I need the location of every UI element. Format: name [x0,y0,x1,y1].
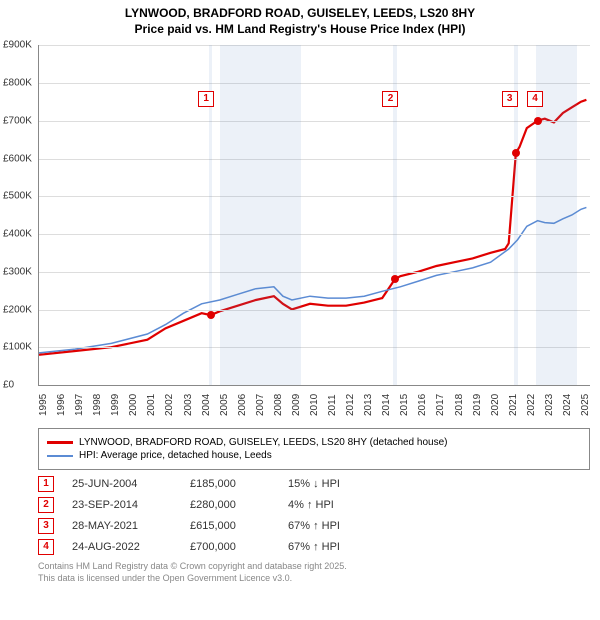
x-axis-labels: 1995 1996 1997 1998 1999 2000 2001 2002 2003 2004… [38,386,600,422]
y-tick-label: £400K [3,229,32,240]
sale-row: 3 28-MAY-2021 £615,000 67% ↑ HPI [38,518,590,534]
x-tick-label: 1999 [110,394,121,416]
legend-swatch [47,441,73,444]
marker-box: 1 [198,91,214,107]
gridline [39,310,590,311]
sales-table: 1 25-JUN-2004 £185,000 15% ↓ HPI 2 23-SEP-201… [38,476,590,555]
gridline [39,121,590,122]
marker-box: 4 [527,91,543,107]
x-tick-label: 2025 [580,394,591,416]
sale-diff: 67% ↑ HPI [288,541,388,553]
marker-dot [207,311,215,319]
y-tick-label: £900K [3,40,32,51]
x-tick-label: 2015 [399,394,410,416]
sale-date: 24-AUG-2022 [72,541,172,553]
x-tick-label: 2012 [345,394,356,416]
gridline [39,196,590,197]
x-tick-label: 2004 [201,394,212,416]
x-tick-label: 2017 [435,394,446,416]
x-tick-label: 2008 [273,394,284,416]
sale-price: £700,000 [190,541,270,553]
sale-diff: 67% ↑ HPI [288,520,388,532]
shade-band [220,45,301,385]
sale-price: £615,000 [190,520,270,532]
marker-dot [534,117,542,125]
y-tick-label: £0 [3,380,14,391]
sale-row: 1 25-JUN-2004 £185,000 15% ↓ HPI [38,476,590,492]
x-tick-label: 2005 [219,394,230,416]
y-tick-label: £600K [3,153,32,164]
legend-row: HPI: Average price, detached house, Leed… [47,450,581,461]
x-tick-label: 2013 [363,394,374,416]
y-tick-label: £500K [3,191,32,202]
x-tick-label: 2016 [417,394,428,416]
x-tick-label: 2021 [508,394,519,416]
marker-dot [391,275,399,283]
legend-label: LYNWOOD, BRADFORD ROAD, GUISELEY, LEEDS,… [79,437,447,448]
sale-row: 4 24-AUG-2022 £700,000 67% ↑ HPI [38,539,590,555]
x-tick-label: 1998 [92,394,103,416]
x-tick-label: 2024 [562,394,573,416]
plot-area: £0£100K£200K£300K£400K£500K£600K£700K£80… [38,45,590,386]
x-tick-label: 2011 [327,395,338,417]
x-tick-label: 2014 [381,394,392,416]
legend: LYNWOOD, BRADFORD ROAD, GUISELEY, LEEDS,… [38,428,590,470]
x-tick-label: 2018 [454,394,465,416]
footer-attribution: Contains HM Land Registry data © Crown c… [38,561,590,584]
x-tick-label: 2010 [309,394,320,416]
gridline [39,234,590,235]
x-tick-label: 1996 [56,394,67,416]
footer-line-2: This data is licensed under the Open Gov… [38,573,590,585]
x-tick-label: 2001 [146,394,157,416]
x-tick-label: 2023 [544,394,555,416]
x-tick-label: 2003 [183,394,194,416]
x-tick-label: 2000 [128,394,139,416]
y-tick-label: £100K [3,342,32,353]
legend-swatch [47,455,73,457]
sale-marker: 1 [38,476,54,492]
y-tick-label: £300K [3,266,32,277]
marker-dot [512,149,520,157]
sale-diff: 15% ↓ HPI [288,478,388,490]
sale-row: 2 23-SEP-2014 £280,000 4% ↑ HPI [38,497,590,513]
legend-row: LYNWOOD, BRADFORD ROAD, GUISELEY, LEEDS,… [47,437,581,448]
x-tick-label: 2009 [291,394,302,416]
x-tick-label: 2006 [237,394,248,416]
x-tick-label: 2022 [526,394,537,416]
sale-date: 25-JUN-2004 [72,478,172,490]
legend-label: HPI: Average price, detached house, Leed… [79,450,272,461]
footer-line-1: Contains HM Land Registry data © Crown c… [38,561,590,573]
x-tick-label: 2007 [255,394,266,416]
sale-marker: 3 [38,518,54,534]
x-tick-label: 1997 [74,394,85,416]
sale-marker: 2 [38,497,54,513]
x-tick-label: 1995 [38,394,49,416]
sale-date: 28-MAY-2021 [72,520,172,532]
gridline [39,83,590,84]
x-tick-label: 2002 [164,394,175,416]
x-tick-label: 2019 [472,394,483,416]
y-tick-label: £800K [3,77,32,88]
sale-price: £280,000 [190,499,270,511]
marker-box: 2 [382,91,398,107]
gridline [39,347,590,348]
series-hpi [39,208,586,354]
x-tick-label: 2020 [490,394,501,416]
gridline [39,159,590,160]
sale-diff: 4% ↑ HPI [288,499,388,511]
marker-box: 3 [502,91,518,107]
sale-date: 23-SEP-2014 [72,499,172,511]
series-price_paid [39,100,586,355]
sale-marker: 4 [38,539,54,555]
title-line-2: Price paid vs. HM Land Registry's House … [0,22,600,38]
chart-title: LYNWOOD, BRADFORD ROAD, GUISELEY, LEEDS,… [0,0,600,37]
gridline [39,272,590,273]
gridline [39,45,590,46]
chart-container: LYNWOOD, BRADFORD ROAD, GUISELEY, LEEDS,… [0,0,600,585]
y-tick-label: £200K [3,304,32,315]
sale-price: £185,000 [190,478,270,490]
title-line-1: LYNWOOD, BRADFORD ROAD, GUISELEY, LEEDS,… [0,6,600,22]
y-tick-label: £700K [3,115,32,126]
